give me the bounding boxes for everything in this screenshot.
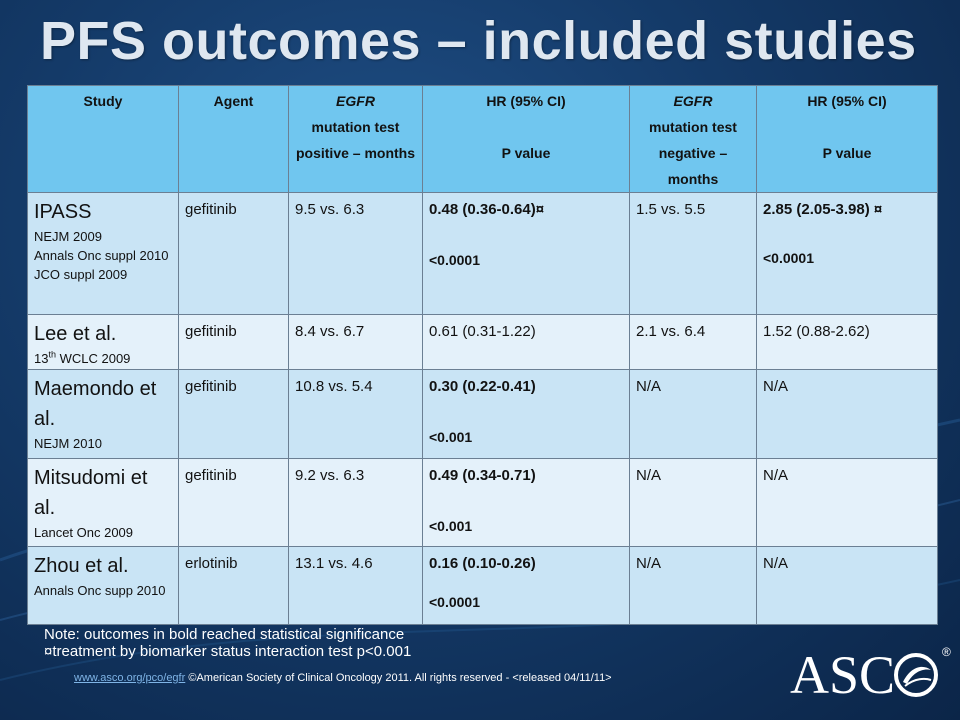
study-cell: IPASS NEJM 2009 Annals Onc suppl 2010 JC… — [27, 192, 179, 315]
hr-negative-cell: 2.85 (2.05-3.98) ¤ <0.0001 — [756, 192, 938, 315]
agent-cell: erlotinib — [178, 546, 289, 625]
note-interaction-test: ¤treatment by biomarker status interacti… — [44, 643, 412, 660]
study-cell: Lee et al. 13th WCLC 2009 — [27, 314, 179, 370]
hr-positive-cell: 0.61 (0.31-1.22) — [422, 314, 630, 370]
egfr-negative-cell: N/A — [629, 458, 757, 547]
footer: www.asco.org/pco/egfr ©American Society … — [74, 672, 612, 684]
header-egfr-negative: EGFR mutation test negative – months — [629, 85, 757, 193]
asco-globe-icon — [894, 653, 938, 697]
footer-link[interactable]: www.asco.org/pco/egfr — [74, 672, 186, 684]
hr-negative-cell: N/A — [756, 546, 938, 625]
table-row: Lee et al. 13th WCLC 2009 gefitinib 8.4 … — [27, 314, 938, 370]
asco-logo: ASC ® — [790, 645, 951, 705]
egfr-negative-cell: 2.1 vs. 6.4 — [629, 314, 757, 370]
note-significance: Note: outcomes in bold reached statistic… — [44, 626, 405, 643]
egfr-positive-cell: 9.2 vs. 6.3 — [288, 458, 423, 547]
study-cell: Zhou et al. Annals Onc supp 2010 — [27, 546, 179, 625]
egfr-negative-cell: N/A — [629, 369, 757, 459]
egfr-negative-cell: N/A — [629, 546, 757, 625]
hr-positive-cell: 0.16 (0.10-0.26) <0.0001 — [422, 546, 630, 625]
hr-negative-cell: N/A — [756, 458, 938, 547]
agent-cell: gefitinib — [178, 458, 289, 547]
table-row: Zhou et al. Annals Onc supp 2010 erlotin… — [27, 546, 938, 625]
logo-text: ASC — [790, 645, 896, 705]
registered-mark: ® — [942, 645, 951, 659]
header-hr-negative: HR (95% CI) P value — [756, 85, 938, 193]
hr-positive-cell: 0.49 (0.34-0.71) <0.001 — [422, 458, 630, 547]
table-row: IPASS NEJM 2009 Annals Onc suppl 2010 JC… — [27, 192, 938, 315]
header-egfr-positive: EGFR mutation test positive – months — [288, 85, 423, 193]
egfr-positive-cell: 10.8 vs. 5.4 — [288, 369, 423, 459]
table-header-row: Study Agent EGFR mutation test positive –… — [27, 85, 938, 193]
hr-negative-cell: N/A — [756, 369, 938, 459]
study-cell: Mitsudomi et al. Lancet Onc 2009 — [27, 458, 179, 547]
table-row: Maemondo et al. NEJM 2010 gefitinib 10.8… — [27, 369, 938, 459]
egfr-positive-cell: 9.5 vs. 6.3 — [288, 192, 423, 315]
egfr-negative-cell: 1.5 vs. 5.5 — [629, 192, 757, 315]
footer-copyright: ©American Society of Clinical Oncology 2… — [185, 672, 612, 684]
table-row: Mitsudomi et al. Lancet Onc 2009 gefitin… — [27, 458, 938, 547]
hr-positive-cell: 0.48 (0.36-0.64)¤ <0.0001 — [422, 192, 630, 315]
table-notes: Note: outcomes in bold reached statistic… — [44, 626, 411, 660]
egfr-positive-cell: 8.4 vs. 6.7 — [288, 314, 423, 370]
agent-cell: gefitinib — [178, 192, 289, 315]
study-cell: Maemondo et al. NEJM 2010 — [27, 369, 179, 459]
header-study: Study — [27, 85, 179, 193]
agent-cell: gefitinib — [178, 314, 289, 370]
page-title: PFS outcomes – included studies — [40, 11, 917, 71]
header-agent: Agent — [178, 85, 289, 193]
egfr-positive-cell: 13.1 vs. 4.6 — [288, 546, 423, 625]
hr-negative-cell: 1.52 (0.88-2.62) — [756, 314, 938, 370]
agent-cell: gefitinib — [178, 369, 289, 459]
header-hr-positive: HR (95% CI) P value — [422, 85, 630, 193]
hr-positive-cell: 0.30 (0.22-0.41) <0.001 — [422, 369, 630, 459]
pfs-outcomes-table: Study Agent EGFR mutation test positive –… — [27, 85, 938, 625]
